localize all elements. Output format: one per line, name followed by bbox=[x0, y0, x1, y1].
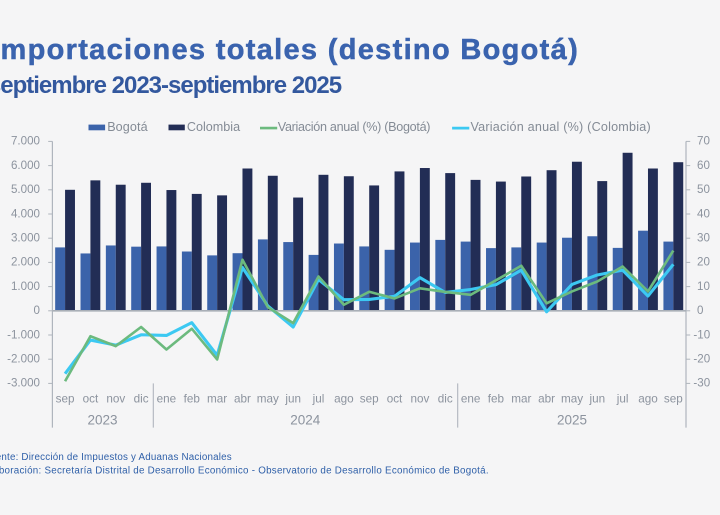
svg-text:50: 50 bbox=[697, 183, 710, 196]
svg-text:mar: mar bbox=[511, 392, 531, 405]
svg-text:dic: dic bbox=[134, 392, 149, 405]
svg-text:Fuente: Dirección de Impuestos: Fuente: Dirección de Impuestos y Aduanas… bbox=[0, 452, 232, 463]
svg-text:jun: jun bbox=[588, 392, 605, 405]
svg-text:-3.000: -3.000 bbox=[7, 377, 40, 390]
svg-text:mar: mar bbox=[207, 392, 227, 405]
svg-text:7.000: 7.000 bbox=[11, 135, 40, 148]
svg-text:Variación anual (%) (Colombia): Variación anual (%) (Colombia) bbox=[471, 120, 651, 134]
svg-text:nov: nov bbox=[106, 392, 125, 405]
svg-text:5.000: 5.000 bbox=[11, 183, 40, 196]
svg-text:4.000: 4.000 bbox=[11, 207, 40, 220]
svg-text:-2.000: -2.000 bbox=[7, 353, 40, 366]
svg-text:20: 20 bbox=[697, 256, 710, 269]
svg-text:ago: ago bbox=[638, 392, 658, 405]
svg-text:70: 70 bbox=[697, 135, 710, 148]
svg-text:ago: ago bbox=[334, 392, 354, 405]
svg-text:1.000: 1.000 bbox=[11, 280, 40, 293]
svg-text:30: 30 bbox=[697, 232, 710, 245]
svg-text:2025: 2025 bbox=[557, 412, 587, 427]
svg-text:Colombia: Colombia bbox=[187, 120, 240, 134]
svg-text:Importaciones totales (destino: Importaciones totales (destino Bogotá) bbox=[0, 34, 579, 66]
svg-text:6.000: 6.000 bbox=[11, 159, 40, 172]
svg-text:jun: jun bbox=[284, 392, 301, 405]
svg-text:abr: abr bbox=[538, 392, 555, 405]
svg-text:40: 40 bbox=[697, 207, 710, 220]
svg-text:sep: sep bbox=[664, 392, 683, 405]
svg-text:feb: feb bbox=[184, 392, 201, 405]
svg-text:ene: ene bbox=[461, 392, 481, 405]
svg-text:2023: 2023 bbox=[87, 412, 117, 427]
svg-text:0: 0 bbox=[697, 304, 703, 317]
svg-text:2024: 2024 bbox=[290, 412, 321, 427]
svg-text:nov: nov bbox=[410, 392, 429, 405]
svg-text:Variación anual (%) (Bogotá): Variación anual (%) (Bogotá) bbox=[278, 120, 430, 134]
svg-text:2.000: 2.000 bbox=[11, 256, 40, 269]
svg-text:may: may bbox=[561, 392, 583, 405]
svg-text:Bogotá: Bogotá bbox=[107, 120, 148, 134]
svg-text:-1.000: -1.000 bbox=[7, 328, 40, 341]
svg-text:-20: -20 bbox=[693, 353, 710, 366]
svg-text:10: 10 bbox=[697, 280, 710, 293]
svg-text:ene: ene bbox=[157, 392, 177, 405]
svg-text:septiembre 2023-septiembre 202: septiembre 2023-septiembre 2025 bbox=[0, 72, 342, 99]
svg-text:-30: -30 bbox=[693, 377, 710, 390]
svg-text:may: may bbox=[257, 392, 279, 405]
svg-text:oct: oct bbox=[387, 392, 403, 405]
svg-text:Elaboración: Secretaría Distri: Elaboración: Secretaría Distrital de Des… bbox=[0, 466, 489, 477]
svg-text:feb: feb bbox=[488, 392, 505, 405]
svg-text:jul: jul bbox=[312, 392, 325, 405]
svg-text:oct: oct bbox=[83, 392, 99, 405]
svg-text:sep: sep bbox=[360, 392, 379, 405]
svg-text:sep: sep bbox=[56, 392, 75, 405]
svg-text:dic: dic bbox=[438, 392, 453, 405]
svg-text:jul: jul bbox=[616, 392, 629, 405]
svg-text:60: 60 bbox=[697, 159, 710, 172]
svg-text:abr: abr bbox=[234, 392, 251, 405]
svg-text:-10: -10 bbox=[693, 328, 710, 341]
svg-text:0: 0 bbox=[34, 304, 40, 317]
svg-text:3.000: 3.000 bbox=[11, 232, 40, 245]
